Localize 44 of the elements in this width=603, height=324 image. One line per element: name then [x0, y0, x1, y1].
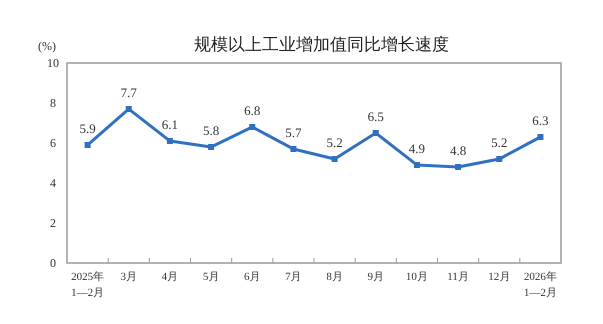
point [414, 162, 420, 168]
x-tick-label: 7月 [285, 271, 302, 283]
data-label: 6.8 [244, 103, 260, 118]
y-tick-label: 8 [50, 96, 56, 110]
point [249, 124, 256, 130]
x-tick-label: 12月 [488, 271, 510, 283]
x-tick-label: 2026年 1—2月 [524, 271, 557, 299]
x-tick-label: 5月 [202, 271, 220, 283]
point [290, 146, 296, 152]
x-tick-label: 6月 [244, 271, 260, 283]
data-label: 6.5 [368, 109, 384, 124]
data-label: 4.8 [450, 143, 466, 158]
x-tick-label: 2025年 1—2月 [71, 271, 104, 299]
y-tick-label: 6 [50, 136, 56, 150]
point [126, 106, 132, 112]
data-label: 5.2 [491, 135, 508, 150]
point [455, 164, 462, 170]
x-tick-label: 8月 [326, 271, 343, 283]
data-label: 5.8 [202, 123, 220, 138]
y-axis-title: (%) [38, 39, 56, 53]
data-label: 4.9 [408, 141, 426, 156]
point [166, 138, 173, 144]
point [208, 144, 214, 150]
x-tick-label: 11月 [447, 271, 469, 283]
y-tick-label: 10 [47, 56, 59, 70]
data-label: 6.3 [532, 113, 549, 128]
point [84, 142, 91, 148]
y-tick-label: 2 [50, 216, 56, 230]
x-tick-label: 4月 [162, 271, 178, 283]
data-label: 6.1 [162, 117, 178, 132]
data-label: 5.2 [326, 135, 343, 150]
point [332, 156, 338, 162]
x-tick-label: 9月 [368, 271, 384, 283]
y-tick-label: 0 [50, 256, 56, 270]
chart-title: 规模以上工业增加值同比增长速度 [194, 35, 449, 55]
point [372, 130, 379, 136]
point [537, 134, 544, 140]
x-tick-label: 3月 [120, 271, 137, 283]
x-tick-label: 10月 [406, 271, 428, 283]
point [496, 156, 502, 162]
data-label: 7.7 [120, 85, 138, 100]
y-tick-label: 4 [50, 176, 56, 190]
data-label: 5.7 [285, 125, 302, 140]
data-label: 5.9 [79, 121, 96, 136]
